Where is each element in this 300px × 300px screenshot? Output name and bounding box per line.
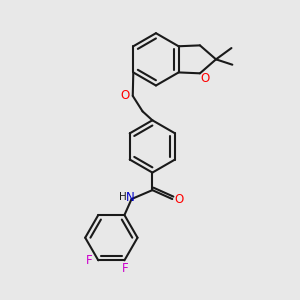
Text: O: O	[200, 72, 210, 85]
Text: H: H	[119, 192, 127, 202]
Text: O: O	[174, 193, 184, 206]
Text: F: F	[86, 254, 93, 267]
Text: F: F	[122, 262, 129, 275]
Text: O: O	[121, 89, 130, 102]
Text: N: N	[126, 191, 134, 204]
